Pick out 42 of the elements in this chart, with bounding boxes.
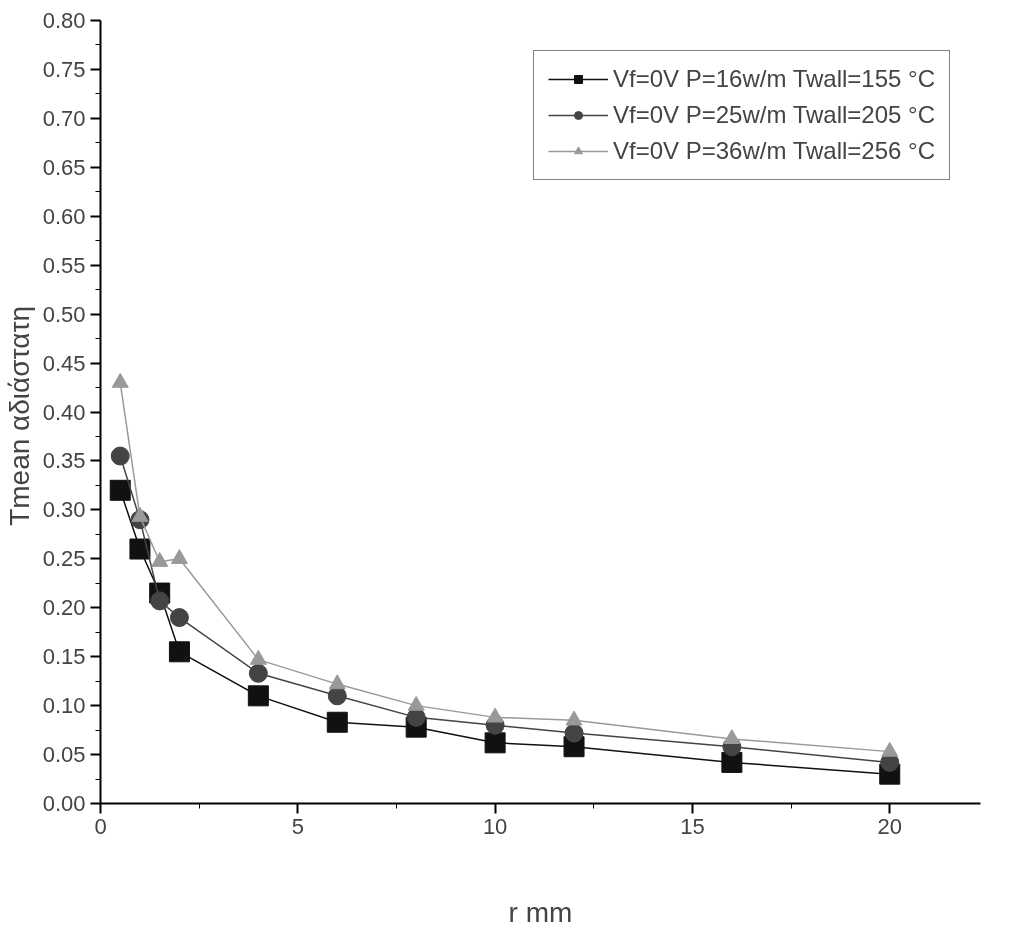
point	[328, 674, 346, 690]
point	[109, 479, 131, 501]
y-tick-label: 0.70	[42, 105, 86, 131]
y-tick-label: 0.15	[42, 644, 86, 670]
y-tick-label: 0.45	[42, 350, 86, 376]
x-tick-label: 15	[680, 813, 705, 839]
point	[247, 685, 269, 707]
point	[326, 711, 348, 733]
y-tick-label: 0.35	[42, 448, 86, 474]
y-tick-label: 0.20	[42, 595, 86, 621]
point	[248, 663, 268, 683]
x-tick-label: 10	[482, 813, 508, 839]
legend-label: Vf=0V P=16w/m Twall=155 °C	[613, 65, 935, 93]
y-tick-label: 0.10	[42, 693, 86, 719]
point	[327, 686, 347, 706]
y-tick-label: 0.30	[42, 497, 86, 523]
point	[150, 591, 170, 611]
y-tick-label: 0.25	[42, 546, 86, 572]
y-tick-label: 0.75	[42, 56, 86, 82]
y-tick-label: 0.50	[42, 301, 86, 327]
x-axis-title: r mm	[508, 896, 573, 928]
y-tick-label: 0.65	[42, 154, 86, 180]
y-tick-label: 0.55	[42, 252, 86, 278]
legend-label: Vf=0V P=25w/m Twall=205 °C	[613, 101, 935, 129]
y-tick-label: 0.05	[42, 742, 86, 768]
y-tick-label: 0.40	[42, 399, 86, 425]
point	[169, 608, 189, 628]
x-tick-label: 20	[877, 813, 902, 839]
point	[564, 723, 584, 743]
x-tick-label: 0	[94, 813, 107, 839]
y-tick-label: 0.60	[42, 203, 86, 229]
y-tick-label: 0.80	[42, 8, 86, 33]
point	[723, 729, 741, 745]
point	[484, 732, 506, 754]
point	[168, 641, 190, 663]
point	[129, 538, 151, 560]
point	[110, 446, 130, 466]
x-tick-label: 5	[291, 813, 304, 839]
point	[151, 552, 169, 567]
y-axis-title: Tmean αδιάστατη	[3, 305, 35, 526]
y-tick-label: 0.00	[42, 791, 86, 816]
legend-label: Vf=0V P=36w/m Twall=256 °C	[613, 137, 935, 165]
